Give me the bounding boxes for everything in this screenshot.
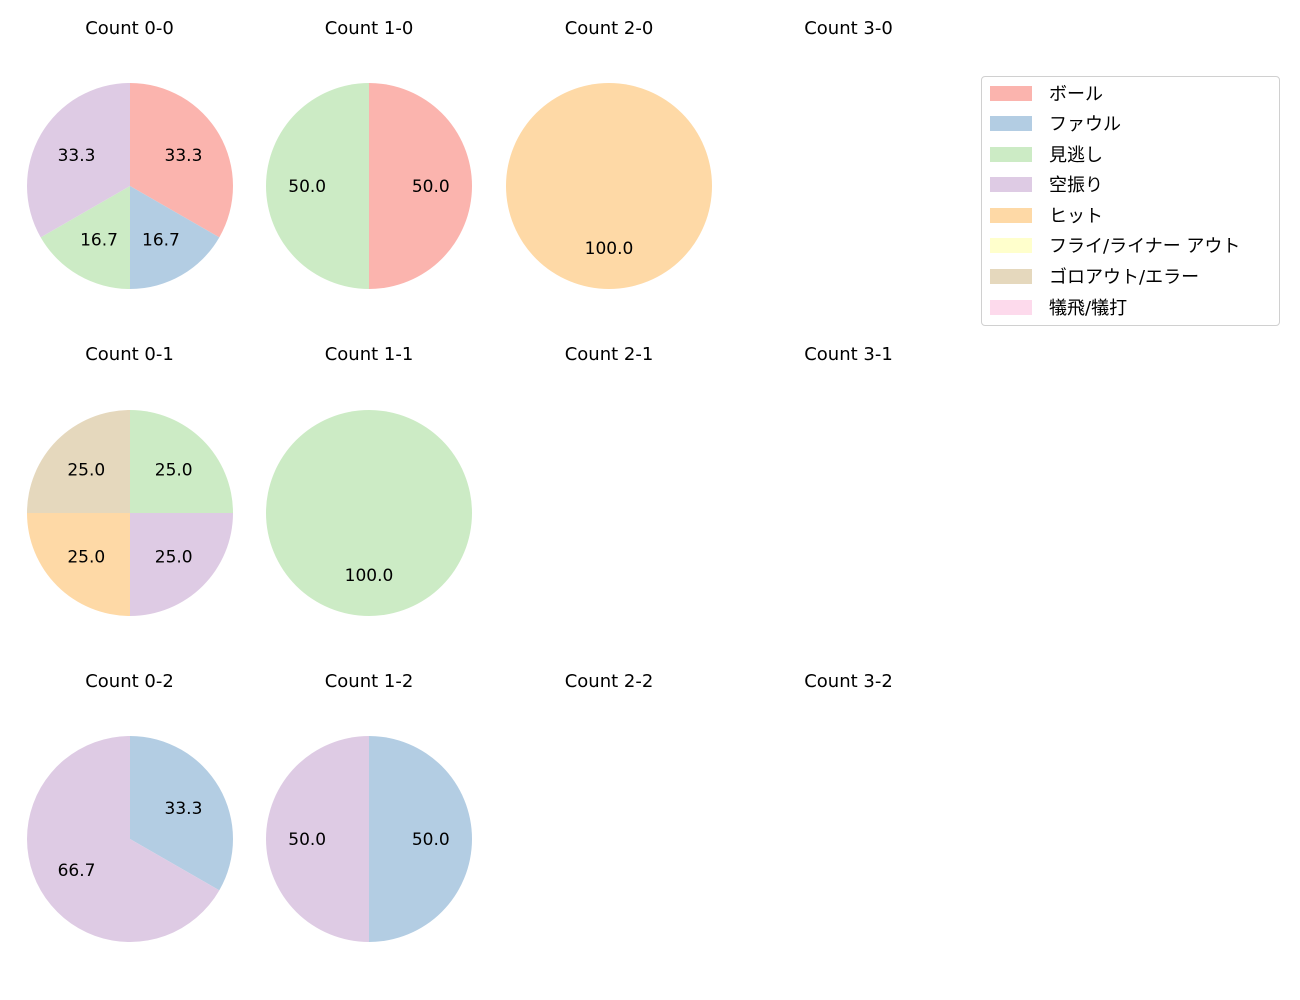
pie-chart: 100.0 — [506, 83, 712, 289]
legend-swatch — [990, 146, 1032, 162]
legend-label: 犠飛/犠打 — [1049, 298, 1128, 319]
subplot-title: Count 2-0 — [564, 18, 654, 39]
legend-swatch — [990, 85, 1032, 101]
subplot-title: Count 1-2 — [324, 671, 414, 692]
pie-value-label: 66.7 — [57, 861, 95, 881]
pie-value-label: 25.0 — [154, 548, 192, 568]
subplot-title: Count 3-0 — [804, 18, 893, 39]
legend-swatch — [990, 207, 1032, 223]
legend-swatch — [990, 115, 1032, 131]
pie-slice — [266, 83, 369, 289]
pie-chart: 33.3 66.7 — [26, 736, 233, 942]
pie-value-label: 33.3 — [164, 799, 202, 819]
pie-value-label: 16.7 — [142, 230, 180, 250]
pie-slice — [266, 410, 472, 616]
pie-value-label: 16.7 — [80, 230, 118, 250]
legend-item: 犠飛/犠打 — [990, 296, 1128, 319]
subplot-title: Count 3-2 — [804, 671, 893, 692]
pie-value-label: 50.0 — [288, 177, 326, 197]
pie-slice — [26, 736, 219, 942]
pie-chart: 25.0 25.0 25.0 25.0 — [26, 410, 233, 616]
pie-slice — [129, 513, 233, 616]
pie-slice — [506, 83, 712, 289]
pie-slice — [40, 186, 130, 289]
pie-chart: 50.0 50.0 — [266, 736, 472, 942]
legend-item: 見逃し — [990, 143, 1103, 166]
legend-item: ボール — [990, 82, 1103, 105]
legend-label: ヒット — [1049, 206, 1103, 227]
pie-value-label: 50.0 — [412, 177, 450, 197]
pie-slice — [129, 736, 233, 891]
pie-slice — [26, 83, 130, 238]
pie-value-label: 100.0 — [345, 566, 394, 586]
pie-value-label: 50.0 — [288, 830, 326, 850]
pie-value-label: 25.0 — [67, 548, 105, 568]
pie-value-label: 33.3 — [57, 146, 95, 166]
pie-value-label: 25.0 — [67, 460, 105, 480]
pie-slice — [129, 83, 233, 238]
subplot-title: Count 2-1 — [564, 344, 654, 365]
pie-chart: 50.0 50.0 — [266, 83, 472, 289]
legend-label: フライ/ライナー アウト — [1049, 236, 1241, 257]
pie-slice — [369, 83, 472, 289]
pie-value-label: 25.0 — [154, 460, 192, 480]
pie-value-label: 33.3 — [164, 146, 202, 166]
subplot-title: Count 0-1 — [85, 344, 174, 365]
pie-value-label: 100.0 — [585, 239, 634, 259]
legend-label: 空振り — [1049, 175, 1103, 196]
pie-slice — [26, 513, 130, 616]
pie-chart: 100.0 — [266, 410, 472, 616]
pie-chart: 33.3 16.7 16.7 33.3 — [26, 83, 233, 289]
pie-slice — [369, 736, 472, 942]
pie-slice — [129, 410, 233, 513]
subplot-title: Count 3-1 — [804, 344, 893, 365]
legend-swatch — [990, 268, 1032, 284]
legend-item: フライ/ライナー アウト — [990, 234, 1241, 257]
legend: ボール ファウル 見逃し 空振り ヒット フライ/ライナー アウト ゴロアウト/… — [981, 76, 1280, 326]
subplot-title: Count 0-0 — [85, 18, 174, 39]
legend-item: ゴロアウト/エラー — [990, 265, 1200, 288]
subplot-title: Count 1-1 — [324, 344, 414, 365]
pie-slice — [266, 736, 369, 942]
legend-swatch — [990, 176, 1032, 192]
pie-slice — [26, 410, 130, 513]
pie-slice — [129, 186, 219, 289]
subplot-title: Count 0-2 — [85, 671, 174, 692]
subplot-title: Count 1-0 — [324, 18, 414, 39]
legend-label: ボール — [1049, 84, 1103, 105]
legend-swatch — [990, 237, 1032, 253]
legend-swatch — [990, 299, 1032, 315]
legend-label: ファウル — [1049, 114, 1121, 135]
legend-item: 空振り — [990, 173, 1103, 196]
legend-label: 見逃し — [1049, 145, 1103, 166]
legend-label: ゴロアウト/エラー — [1049, 267, 1200, 288]
subplot-title: Count 2-2 — [564, 671, 654, 692]
pie-value-label: 50.0 — [412, 830, 450, 850]
legend-item: ヒット — [990, 204, 1103, 227]
legend-item: ファウル — [990, 112, 1121, 135]
